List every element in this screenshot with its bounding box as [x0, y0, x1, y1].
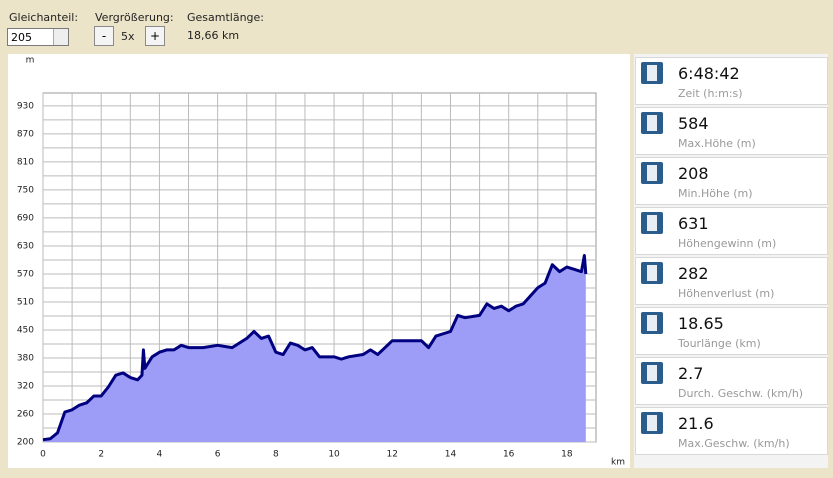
stat-icon — [641, 112, 663, 134]
x-tick-label: 2 — [98, 450, 104, 460]
stat-label: Durch. Geschw. (km/h) — [678, 387, 804, 400]
stat-icon — [641, 262, 663, 284]
icon-glyph — [647, 265, 657, 281]
offset-label: Gleichanteil: — [9, 11, 79, 24]
x-tick-label: 4 — [157, 450, 163, 460]
stat-row: 6:48:42 Zeit (h:m:s) — [635, 57, 828, 105]
stat-label: Max.Geschw. (km/h) — [678, 437, 790, 450]
icon-glyph — [647, 365, 657, 381]
x-tick-label: 12 — [387, 450, 398, 460]
icon-glyph — [647, 315, 657, 331]
length-value: 18,66 km — [187, 29, 240, 42]
stat-value: 208 — [678, 164, 709, 183]
stat-icon — [641, 162, 663, 184]
stat-label: Max.Höhe (m) — [678, 137, 756, 150]
stat-row: 631 Höhengewinn (m) — [635, 207, 828, 255]
stat-icon — [641, 362, 663, 384]
length-label: Gesamtlänge: — [187, 11, 265, 24]
offset-value: 205 — [11, 31, 32, 44]
x-tick-label: 0 — [40, 450, 46, 460]
y-tick-label: 320 — [17, 381, 34, 391]
stat-icon — [641, 62, 663, 84]
stat-value: 631 — [678, 214, 709, 233]
y-tick-label: 810 — [17, 157, 34, 167]
stat-value: 6:48:42 — [678, 64, 740, 83]
area-fill — [43, 255, 586, 442]
stat-label: Höhenverlust (m) — [678, 287, 775, 300]
zoom-plus[interactable]: + — [145, 26, 165, 46]
stat-label: Min.Höhe (m) — [678, 187, 753, 200]
y-tick-label: 750 — [17, 185, 34, 195]
stat-icon — [641, 412, 663, 434]
zoom-label: Vergrößerung: — [95, 11, 174, 24]
stat-row: 2.7 Durch. Geschw. (km/h) — [635, 357, 828, 405]
y-tick-label: 200 — [17, 438, 34, 448]
x-tick-label: 18 — [561, 450, 573, 460]
y-tick-label: 380 — [17, 353, 34, 363]
chart-panel: 200 260 320 380 450 510 570 630 690 750 810 870 930 0… — [8, 54, 630, 468]
icon-glyph — [647, 215, 657, 231]
y-tick-label: 690 — [17, 213, 34, 223]
zoom-minus[interactable]: - — [94, 26, 114, 46]
stats-panel: 6:48:42 Zeit (h:m:s) 584 Max.Höhe (m) 208 Min… — [634, 54, 828, 468]
y-tick-label: 870 — [17, 129, 34, 139]
stat-value: 21.6 — [678, 414, 714, 433]
stat-row: 282 Höhenverlust (m) — [635, 257, 828, 305]
y-tick-label: 260 — [17, 410, 34, 420]
stat-label: Zeit (h:m:s) — [678, 87, 743, 100]
x-tick-label: 10 — [328, 450, 340, 460]
x-tick-label: 8 — [273, 450, 279, 460]
x-tick-label: 6 — [215, 450, 221, 460]
y-tick-label: 930 — [17, 101, 34, 111]
stat-value: 2.7 — [678, 364, 704, 383]
stat-value: 282 — [678, 264, 709, 283]
y-tick-label: 450 — [17, 325, 34, 335]
stat-row: 584 Max.Höhe (m) — [635, 107, 828, 155]
stat-row: 18.65 Tourlänge (km) — [635, 307, 828, 355]
icon-glyph — [647, 165, 657, 181]
x-tick-label: 14 — [445, 450, 457, 460]
stat-value: 18.65 — [678, 314, 724, 333]
stat-value: 584 — [678, 114, 709, 133]
stat-label: Höhengewinn (m) — [678, 237, 777, 250]
icon-glyph — [647, 115, 657, 131]
y-tick-label: 630 — [17, 241, 34, 251]
stat-icon — [641, 312, 663, 334]
icon-glyph — [647, 415, 657, 431]
stat-row: 21.6 Max.Geschw. (km/h) — [635, 407, 828, 455]
x-tick-label: 16 — [503, 450, 515, 460]
y-unit: m — [26, 56, 35, 66]
stat-icon — [641, 212, 663, 234]
stat-label: Tourlänge (km) — [678, 337, 761, 350]
stat-row: 208 Min.Höhe (m) — [635, 157, 828, 205]
icon-glyph — [647, 65, 657, 81]
zoom-value: 5x — [121, 30, 135, 43]
offset-input[interactable]: 205 — [7, 28, 69, 46]
x-unit: km — [611, 458, 625, 468]
elevation-line — [42, 254, 588, 442]
chart: 2002603203804505105706306907508108709300… — [17, 56, 625, 468]
spinner[interactable] — [53, 29, 68, 45]
y-tick-label: 510 — [17, 297, 34, 307]
y-tick-label: 570 — [17, 269, 34, 279]
